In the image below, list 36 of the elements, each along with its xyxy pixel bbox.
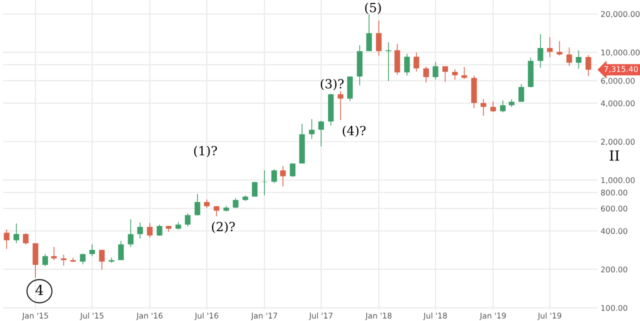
candlestick <box>500 100 506 112</box>
candlestick <box>338 91 344 120</box>
candlestick <box>4 229 10 249</box>
annotation: (3)? <box>320 78 344 90</box>
candlestick <box>490 102 496 112</box>
annotation: (1)? <box>194 146 217 158</box>
text: II <box>610 150 620 161</box>
candlestick <box>14 224 20 244</box>
candlestick <box>414 52 420 72</box>
candlestick <box>471 76 477 108</box>
candlestick <box>366 14 372 52</box>
candlestick <box>386 42 392 81</box>
candlestick <box>118 240 124 260</box>
candlestick <box>262 170 268 196</box>
candlestick <box>576 50 582 69</box>
candlestick <box>432 62 438 80</box>
annotation: (4)? <box>342 126 366 138</box>
candlestick <box>480 99 486 116</box>
candlestick <box>556 40 562 56</box>
candlestick <box>299 124 305 164</box>
candlestick <box>214 206 220 216</box>
annotation: (2)? <box>212 222 235 234</box>
candlestick <box>280 166 286 186</box>
annotation: (5) <box>365 2 381 14</box>
candlestick <box>156 224 162 236</box>
candlestick <box>108 258 114 263</box>
annotation: 4 <box>35 284 44 296</box>
candlestick <box>508 99 514 107</box>
candlestick <box>538 34 544 68</box>
candlestick <box>318 120 324 146</box>
candlestick <box>70 258 76 262</box>
candlestick <box>51 246 57 260</box>
candlestick <box>404 54 410 76</box>
candlestick <box>32 243 38 278</box>
candlestick <box>223 206 230 212</box>
candlestick <box>347 76 353 101</box>
